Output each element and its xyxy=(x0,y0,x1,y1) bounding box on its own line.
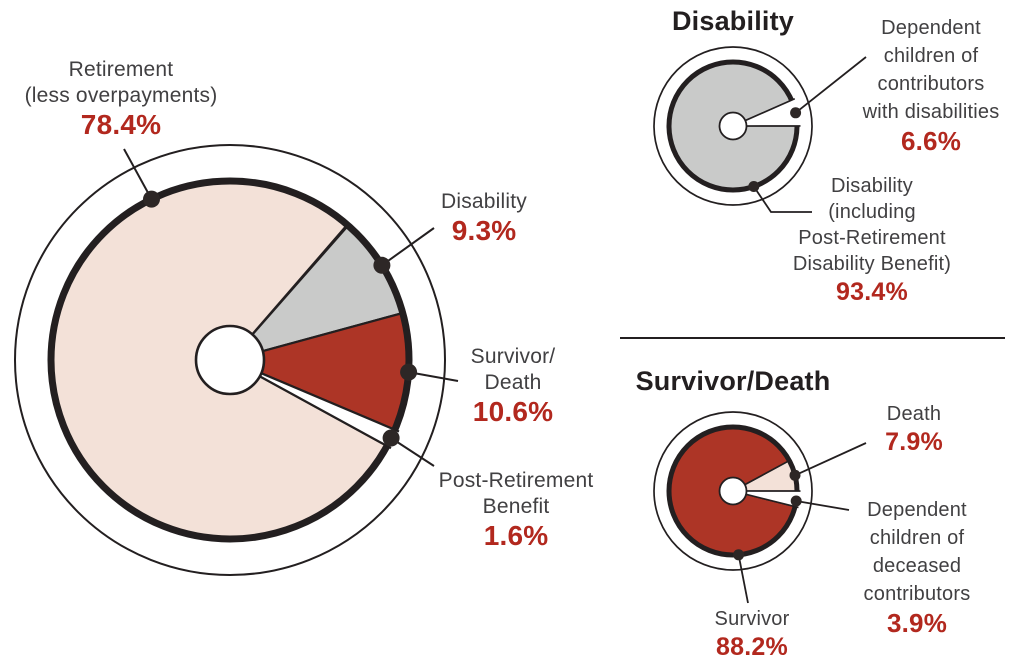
main-leader-line-disability xyxy=(381,227,435,267)
main-callout-dot-survivor-death xyxy=(400,363,418,381)
disability-chart-title: Disability xyxy=(671,6,795,36)
survivor-pie-hole xyxy=(718,476,748,506)
main-callout-dot-disability xyxy=(373,256,391,274)
disability-leader-line-dependent-children-of-contributors-with-disabilities xyxy=(795,56,867,114)
callout-disability: Disability 9.3% xyxy=(441,189,527,247)
callout-label: children of xyxy=(883,45,979,67)
callout-label: Post-Retirement xyxy=(798,227,946,249)
callout-label: Disability xyxy=(830,175,914,197)
callout-percent: 78.4% xyxy=(80,109,162,140)
callout-label: Death xyxy=(484,371,542,394)
disability-leader-line-disability-including-post-retirement-disability-benefit xyxy=(753,185,812,213)
survivor-leader-line-death xyxy=(794,442,867,477)
survivor-leader-line-survivor xyxy=(737,554,749,604)
callout-dependent-children-deceased: Dependent children of deceased contribut… xyxy=(864,496,971,638)
callout-label: Dependent xyxy=(881,17,981,39)
callout-percent: 10.6% xyxy=(472,396,554,427)
callout-label: Death xyxy=(886,403,942,425)
main-callout-dot-retirement-less-overpayments xyxy=(143,190,160,208)
main-pie-hole xyxy=(194,324,266,396)
callout-survivor-death: Survivor/ Death 10.6% xyxy=(471,344,556,428)
callout-label: Benefit xyxy=(482,495,550,518)
main-donut-chart xyxy=(14,144,459,576)
main-pie-rim xyxy=(47,177,413,543)
callout-label: contributors xyxy=(863,583,971,605)
callout-label: children of xyxy=(869,527,965,549)
callout-percent: 88.2% xyxy=(716,633,788,661)
disability-donut-chart xyxy=(653,46,867,213)
survivor-callout-dot-survivor xyxy=(733,549,745,561)
callout-percent: 7.9% xyxy=(885,428,943,456)
disability-callout-dot-dependent-children-of-contributors-with-disabilities xyxy=(790,107,802,119)
disability-callout-dot-disability-including-post-retirement-disability-benefit xyxy=(748,181,760,192)
callout-label: (less overpayments) xyxy=(24,84,218,107)
survivor-death-chart-title: Survivor/Death xyxy=(635,366,831,396)
callout-label: Survivor xyxy=(714,608,790,630)
callout-label: with disabilities xyxy=(862,101,1000,123)
survivor-donut-chart xyxy=(653,411,867,604)
survivor-leader-line-dependent-children-of-deceased-contributors xyxy=(796,500,850,511)
callout-label: Dependent xyxy=(867,499,967,521)
callout-disability-including-prdb: Disability (including Post-Retirement Di… xyxy=(793,173,951,307)
main-outer-ring xyxy=(14,144,446,576)
callout-dependent-children-disabilities: Dependent children of contributors with … xyxy=(863,14,1000,156)
callout-percent: 9.3% xyxy=(451,215,517,246)
callout-label: deceased xyxy=(872,555,962,577)
main-leader-line-post-retirement-benefit xyxy=(390,437,435,467)
callout-label: Retirement xyxy=(68,58,174,81)
callout-label: Post-Retirement xyxy=(438,469,594,492)
callout-label: Disability xyxy=(440,190,528,213)
callout-percent: 3.9% xyxy=(886,608,948,638)
main-leader-line-retirement-less-overpayments xyxy=(123,148,153,200)
disability-outer-ring xyxy=(653,46,813,206)
callout-label: Disability Benefit) xyxy=(792,253,952,275)
survivor-callout-dot-death xyxy=(789,469,801,481)
survivor-callout-dot-dependent-children-of-deceased-contributors xyxy=(790,495,802,507)
main-callout-dot-post-retirement-benefit xyxy=(382,429,400,447)
callout-label: contributors xyxy=(877,73,985,95)
survivor-outer-ring xyxy=(653,411,813,571)
callout-post-retirement-benefit: Post-Retirement Benefit 1.6% xyxy=(439,468,594,552)
callout-survivor: Survivor 88.2% xyxy=(715,606,790,662)
callout-death: Death 7.9% xyxy=(885,401,943,457)
callout-percent: 6.6% xyxy=(900,126,962,156)
callout-percent: 93.4% xyxy=(836,278,908,306)
callout-percent: 1.6% xyxy=(483,520,549,551)
callout-label: (including xyxy=(828,201,916,223)
callout-label: Survivor/ xyxy=(470,345,556,368)
disability-pie-hole xyxy=(718,111,748,141)
callout-retirement: Retirement (less overpayments) 78.4% xyxy=(25,57,218,141)
